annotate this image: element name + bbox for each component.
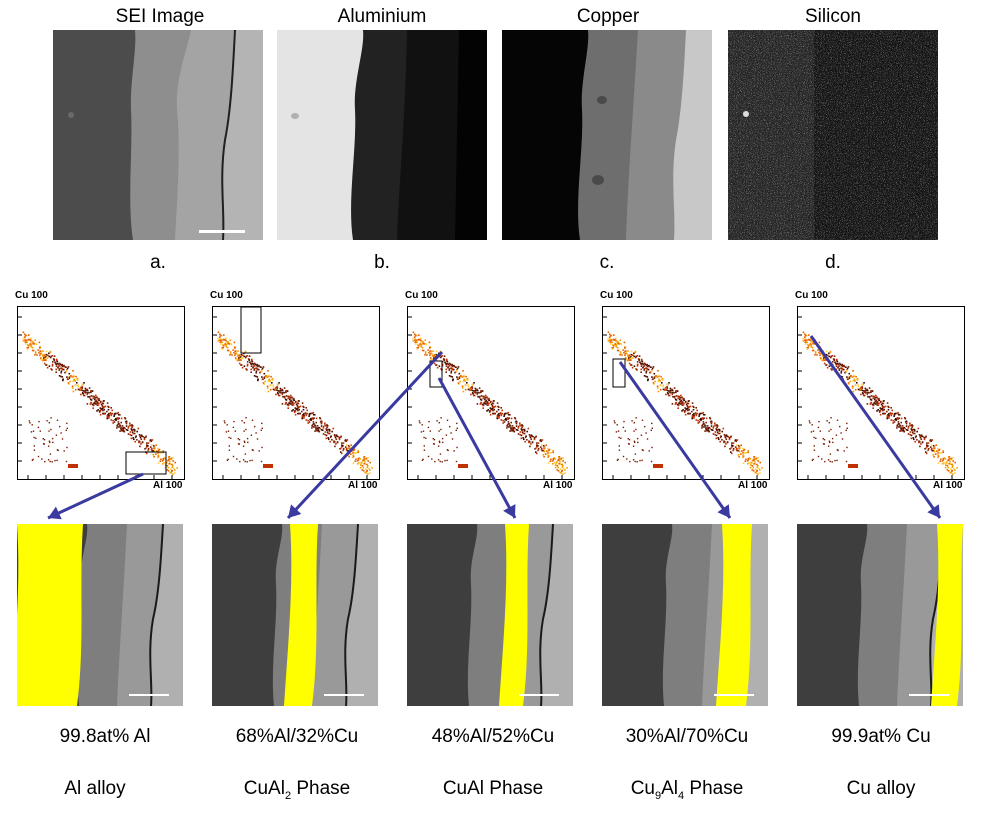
phase-highlight bbox=[284, 524, 318, 706]
phase-mask-image bbox=[17, 524, 183, 706]
phase-1-composition: 99.8at% Al bbox=[59, 726, 151, 747]
selection-arrow bbox=[618, 361, 732, 519]
phase-highlight bbox=[17, 524, 83, 706]
aluminium-map-panel bbox=[277, 30, 487, 240]
selection-box bbox=[125, 451, 167, 475]
phase-4-name: Cu9Al4 Phase bbox=[630, 778, 744, 802]
scale-bar bbox=[714, 694, 754, 696]
sei-image-panel bbox=[53, 30, 263, 240]
copper-map-panel bbox=[502, 30, 712, 240]
scatter-plot-4 bbox=[602, 306, 770, 480]
phase-scatter-plot bbox=[213, 306, 373, 479]
scale-bar bbox=[519, 694, 559, 696]
axis-label-cu: Cu 100 bbox=[15, 290, 48, 301]
selection-box bbox=[429, 360, 443, 388]
mask-panel-5 bbox=[797, 524, 963, 706]
phase-2-name: CuAl2 Phase bbox=[243, 778, 351, 802]
phase-scatter-plot bbox=[18, 316, 178, 479]
copper-map bbox=[502, 30, 712, 240]
phase-1-name: Al alloy bbox=[64, 778, 126, 799]
axis-label-al: Al 100 bbox=[348, 480, 378, 491]
phase-scatter-plot bbox=[408, 316, 568, 479]
arrow-head bbox=[927, 504, 940, 518]
label-d: d. bbox=[825, 252, 841, 273]
axis-label-cu: Cu 100 bbox=[600, 290, 633, 301]
title-silicon: Silicon bbox=[805, 6, 861, 27]
title-sei-image: SEI Image bbox=[115, 6, 205, 27]
title-aluminium: Aluminium bbox=[337, 6, 427, 27]
arrow-head bbox=[288, 504, 302, 518]
axis-label-cu: Cu 100 bbox=[405, 290, 438, 301]
phase-mask-image bbox=[212, 524, 378, 706]
scale-bar bbox=[324, 694, 364, 696]
scatter-plot-3 bbox=[407, 306, 575, 480]
axis-label-al: Al 100 bbox=[933, 480, 963, 491]
arrow-head bbox=[717, 504, 730, 518]
selection-arrow bbox=[286, 350, 444, 520]
sei-image bbox=[53, 30, 263, 240]
phase-2-composition: 68%Al/32%Cu bbox=[235, 726, 359, 747]
aluminium-map bbox=[277, 30, 487, 240]
silicon-map bbox=[728, 30, 938, 240]
axis-label-cu: Cu 100 bbox=[795, 290, 828, 301]
axis-label-cu: Cu 100 bbox=[210, 290, 243, 301]
phase-3-name: CuAl Phase bbox=[442, 778, 544, 799]
arrow-head bbox=[48, 506, 62, 520]
selection-box bbox=[612, 358, 626, 388]
axis-label-al: Al 100 bbox=[153, 480, 183, 491]
phase-mask-image bbox=[407, 524, 573, 706]
label-a: a. bbox=[150, 252, 166, 273]
axis-label-al: Al 100 bbox=[543, 480, 573, 491]
selection-arrow bbox=[809, 335, 942, 519]
phase-highlight bbox=[499, 524, 529, 706]
phase-highlight bbox=[716, 524, 752, 706]
phase-5-name: Cu alloy bbox=[846, 778, 916, 799]
phase-highlight bbox=[931, 524, 963, 706]
label-b: b. bbox=[374, 252, 390, 273]
selection-arrow bbox=[47, 472, 144, 520]
phase-5-composition: 99.9at% Cu bbox=[831, 726, 931, 747]
selection-arrow bbox=[437, 377, 517, 519]
scatter-plot-1 bbox=[17, 306, 185, 480]
silicon-map-panel bbox=[728, 30, 938, 240]
scatter-plot-5 bbox=[797, 306, 965, 480]
mask-panel-3 bbox=[407, 524, 573, 706]
phase-3-composition: 48%Al/52%Cu bbox=[431, 726, 555, 747]
label-c: c. bbox=[599, 252, 615, 273]
mask-panel-1 bbox=[17, 524, 183, 706]
axis-label-al: Al 100 bbox=[738, 480, 768, 491]
phase-mask-image bbox=[602, 524, 768, 706]
mask-panel-2 bbox=[212, 524, 378, 706]
mask-panel-4 bbox=[602, 524, 768, 706]
scale-bar bbox=[129, 694, 169, 696]
phase-4-composition: 30%Al/70%Cu bbox=[625, 726, 749, 747]
title-copper: Copper bbox=[576, 6, 640, 27]
phase-mask-image bbox=[797, 524, 963, 706]
scale-bar bbox=[909, 694, 949, 696]
arrow-head bbox=[503, 504, 516, 518]
selection-box bbox=[240, 306, 262, 354]
phase-scatter-plot bbox=[603, 316, 763, 479]
